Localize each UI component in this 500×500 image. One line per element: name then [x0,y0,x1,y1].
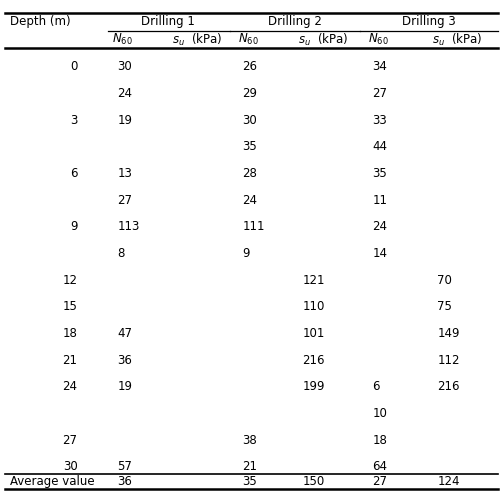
Text: $N_{60}$: $N_{60}$ [112,32,133,47]
Text: 64: 64 [372,460,388,473]
Text: 35: 35 [242,475,257,488]
Text: 27: 27 [62,434,78,446]
Text: 30: 30 [242,114,257,126]
Text: 38: 38 [242,434,257,446]
Text: 9: 9 [242,247,250,260]
Text: 121: 121 [302,274,325,286]
Text: 19: 19 [118,380,132,393]
Text: 110: 110 [302,300,325,313]
Text: 150: 150 [302,475,325,488]
Text: 24: 24 [118,87,132,100]
Text: 18: 18 [62,327,78,340]
Text: 36: 36 [118,475,132,488]
Text: $N_{60}$: $N_{60}$ [238,32,258,47]
Text: 3: 3 [70,114,78,126]
Text: 11: 11 [372,194,388,206]
Text: 34: 34 [372,60,388,74]
Text: 19: 19 [118,114,132,126]
Text: Drilling 1: Drilling 1 [140,15,194,28]
Text: 44: 44 [372,140,388,153]
Text: 29: 29 [242,87,258,100]
Text: $s_u$  (kPa): $s_u$ (kPa) [432,32,483,48]
Text: 35: 35 [242,140,257,153]
Text: 124: 124 [438,475,460,488]
Text: 10: 10 [372,407,388,420]
Text: 6: 6 [372,380,380,393]
Text: 21: 21 [242,460,258,473]
Text: 15: 15 [62,300,78,313]
Text: 35: 35 [372,167,387,180]
Text: 111: 111 [242,220,265,234]
Text: 24: 24 [62,380,78,393]
Text: Depth (m): Depth (m) [10,15,70,28]
Text: 113: 113 [118,220,140,234]
Text: 27: 27 [372,87,388,100]
Text: Average value: Average value [10,475,94,488]
Text: 18: 18 [372,434,388,446]
Text: Drilling 2: Drilling 2 [268,15,322,28]
Text: 24: 24 [242,194,258,206]
Text: 112: 112 [438,354,460,366]
Text: 216: 216 [438,380,460,393]
Text: Drilling 3: Drilling 3 [402,15,456,28]
Text: $s_u$  (kPa): $s_u$ (kPa) [172,32,223,48]
Text: 24: 24 [372,220,388,234]
Text: 14: 14 [372,247,388,260]
Text: $s_u$  (kPa): $s_u$ (kPa) [298,32,348,48]
Text: 28: 28 [242,167,258,180]
Text: 75: 75 [438,300,452,313]
Text: 9: 9 [70,220,78,234]
Text: 199: 199 [302,380,325,393]
Text: $N_{60}$: $N_{60}$ [368,32,388,47]
Text: 21: 21 [62,354,78,366]
Text: 47: 47 [118,327,132,340]
Text: 8: 8 [118,247,125,260]
Text: 0: 0 [70,60,78,74]
Text: 57: 57 [118,460,132,473]
Text: 12: 12 [62,274,78,286]
Text: 27: 27 [118,194,132,206]
Text: 30: 30 [118,60,132,74]
Text: 13: 13 [118,167,132,180]
Text: 26: 26 [242,60,258,74]
Text: 33: 33 [372,114,387,126]
Text: 70: 70 [438,274,452,286]
Text: 216: 216 [302,354,325,366]
Text: 149: 149 [438,327,460,340]
Text: 30: 30 [63,460,78,473]
Text: 36: 36 [118,354,132,366]
Text: 27: 27 [372,475,388,488]
Text: 101: 101 [302,327,325,340]
Text: 6: 6 [70,167,78,180]
